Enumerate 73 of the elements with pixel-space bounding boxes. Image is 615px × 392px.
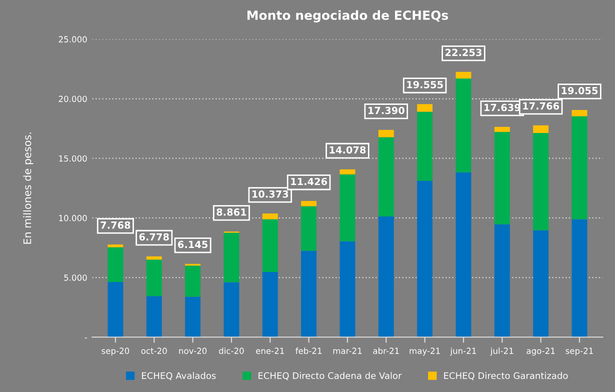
bar (378, 216, 394, 338)
total-label: 17.766 (523, 102, 560, 110)
total-label: 8.861 (216, 208, 246, 216)
x-tick-label: jun-21 (450, 348, 476, 356)
y-tick-label: 15.000 (59, 155, 87, 162)
bar (146, 256, 162, 260)
x-tick-label: feb-21 (296, 348, 322, 354)
y-tick-label: 5.000 (64, 274, 87, 281)
x-tick-label: jul-21 (490, 348, 514, 356)
x-tick-label: sep-21 (566, 348, 593, 356)
bar (417, 180, 433, 338)
bar (533, 230, 549, 338)
x-tick-label: abr-21 (373, 348, 399, 354)
bar (494, 132, 510, 224)
total-label: 6.145 (178, 240, 208, 248)
legend-label: ECHEQ Directo Garantizado (444, 372, 568, 380)
bar (146, 296, 162, 338)
y-tick-label: 20.000 (58, 96, 87, 102)
bar (494, 126, 510, 132)
bar (378, 130, 394, 138)
x-tick-label: dic-20 (219, 348, 244, 354)
bar (533, 125, 549, 133)
bar (456, 78, 472, 172)
bar (146, 260, 162, 296)
bar (533, 132, 549, 230)
y-tick-label: 10.000 (59, 214, 87, 222)
bar (185, 296, 201, 338)
bar (262, 219, 278, 272)
bar (572, 219, 588, 338)
total-label: 17.639 (484, 104, 520, 112)
x-tick-label: may-21 (410, 348, 440, 356)
bar (185, 266, 201, 297)
total-label: 14.078 (330, 146, 366, 154)
bar (224, 232, 240, 282)
total-label: 10.373 (252, 190, 288, 198)
x-tick-label: ene-21 (256, 348, 284, 354)
x-tick-label: sep-20 (102, 348, 130, 356)
bar (262, 272, 278, 338)
legend-label: ECHEQ Avalados (142, 372, 216, 380)
bar (494, 224, 510, 338)
x-tick-label: oct-20 (141, 348, 167, 354)
bar (572, 116, 588, 220)
bar (301, 250, 317, 338)
bar (417, 112, 433, 181)
bar (456, 72, 472, 78)
x-tick-label: ago-21 (526, 348, 555, 356)
total-label: 19.055 (562, 86, 598, 94)
chart-title: Monto negociado de ECHEQs (247, 10, 448, 22)
y-axis-title: En millones de pesos. (23, 132, 34, 244)
bar (378, 137, 394, 216)
total-label: 17.390 (368, 106, 404, 114)
bar (262, 214, 278, 220)
bar (301, 200, 317, 206)
total-label: 7.768 (100, 221, 130, 229)
bar (340, 174, 356, 242)
total-label: 11.426 (291, 178, 328, 186)
bar (224, 282, 240, 338)
bar (108, 244, 124, 248)
y-tick-label: 25.000 (58, 36, 87, 42)
total-label: 6.778 (139, 233, 169, 241)
bar (301, 206, 317, 251)
x-tick-label: mar-21 (333, 348, 362, 354)
bar (108, 247, 124, 282)
legend-label: ECHEQ Directo Cadena de Valor (258, 372, 402, 380)
bar (108, 282, 124, 338)
bar (572, 110, 588, 116)
total-label: 19.555 (407, 80, 443, 88)
bar (417, 104, 433, 112)
x-tick-label: nov-20 (179, 348, 207, 354)
bar (340, 169, 356, 174)
bar (340, 241, 356, 338)
bar (456, 172, 472, 338)
total-label: 22.253 (445, 48, 482, 56)
